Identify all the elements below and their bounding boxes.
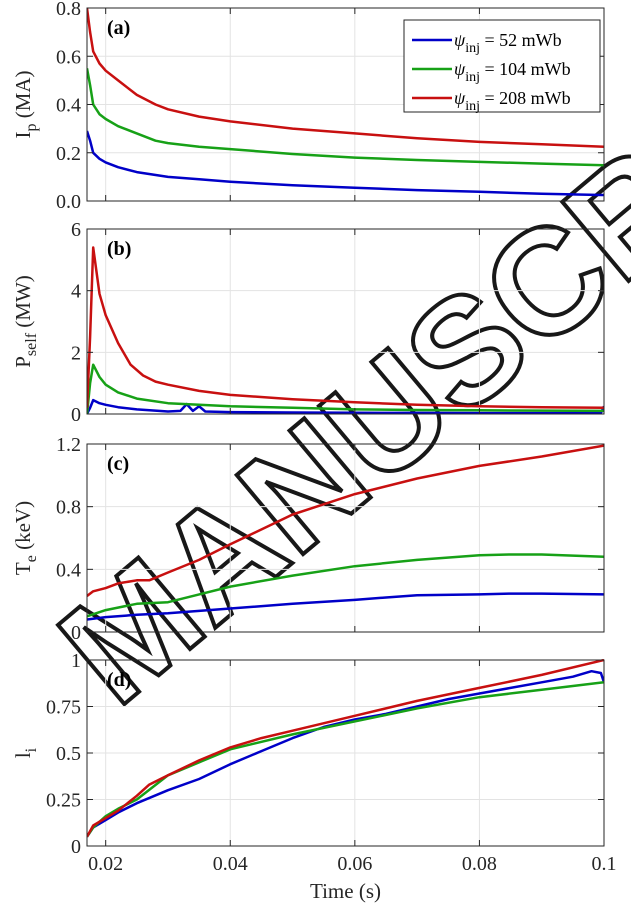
y-tick-label-1: 0.25 bbox=[46, 790, 81, 812]
series-line-2 bbox=[87, 363, 604, 415]
series-line-1 bbox=[87, 398, 604, 415]
series-line-3 bbox=[87, 246, 604, 410]
panel-3: 0 0.4 0.8 1.2 Te (keV) (c) bbox=[11, 434, 605, 644]
x-axis-label: Time (s) bbox=[310, 879, 381, 903]
y-tick-label-2: 0.8 bbox=[56, 497, 81, 519]
y-tick-label-1: 0.2 bbox=[56, 143, 81, 165]
y-tick-label-3: 0.75 bbox=[46, 697, 81, 719]
series-line-2 bbox=[87, 68, 604, 167]
panel-2: 0 2 4 6 Pself (MW) (b) bbox=[11, 219, 605, 426]
panel-label: (a) bbox=[107, 17, 130, 39]
panel-label: (d) bbox=[107, 669, 131, 691]
panels: 0.00.20.40.60.8Ip (MA)(a)ψinj = 52 mWbψi… bbox=[11, 0, 617, 903]
y-axis-label: li bbox=[11, 747, 40, 758]
series-line-3 bbox=[87, 444, 604, 597]
x-tick-label-4: 0.1 bbox=[592, 853, 617, 875]
y-tick-label-2: 0.4 bbox=[56, 95, 81, 117]
y-tick-label-1: 0.4 bbox=[56, 559, 81, 581]
y-tick-label-2: 0.5 bbox=[56, 743, 81, 765]
series-line-3 bbox=[87, 7, 604, 148]
axes-box bbox=[86, 443, 605, 633]
y-axis-label: Te (keV) bbox=[11, 501, 40, 575]
y-tick-label-2: 4 bbox=[71, 281, 81, 303]
panel-label: (b) bbox=[107, 238, 131, 260]
panel-1: 0.00.20.40.60.8Ip (MA)(a)ψinj = 52 mWbψi… bbox=[11, 0, 605, 213]
y-tick-label-0: 0.0 bbox=[56, 191, 81, 213]
x-tick-label-2: 0.06 bbox=[337, 853, 372, 875]
legend-label-3: ψinj = 208 mWb bbox=[454, 88, 571, 114]
y-tick-label-1: 2 bbox=[71, 342, 81, 364]
legend-box bbox=[403, 19, 601, 113]
x-tick-label-0: 0.02 bbox=[88, 853, 123, 875]
y-tick-label-3: 6 bbox=[71, 219, 81, 241]
y-tick-label-4: 1 bbox=[71, 650, 81, 672]
axes-box bbox=[86, 228, 605, 415]
y-tick-label-0: 0 bbox=[71, 836, 81, 858]
panel-4: 0 0.25 0.5 0.75 1 li (d) 0.02 0.04 0.06 0.08 0.1 Tim… bbox=[11, 650, 617, 903]
y-tick-label-0: 0 bbox=[71, 622, 81, 644]
legend-label-1: ψinj = 52 mWb bbox=[454, 30, 562, 56]
series-line-1 bbox=[87, 592, 604, 621]
y-tick-label-0: 0 bbox=[71, 404, 81, 426]
legend: ψinj = 52 mWb ψinj = 104 mWb ψinj = 208 mW… bbox=[403, 19, 601, 114]
legend-label-2: ψinj = 104 mWb bbox=[454, 59, 571, 85]
y-tick-label-3: 1.2 bbox=[56, 434, 81, 456]
y-axis-label: Ip (MA) bbox=[11, 70, 40, 138]
series-line-2 bbox=[87, 553, 604, 618]
series-line-1 bbox=[87, 130, 604, 197]
y-tick-label-4: 0.8 bbox=[56, 0, 81, 20]
y-tick-label-3: 0.6 bbox=[56, 46, 81, 68]
panel-label: (c) bbox=[107, 453, 129, 475]
series-line-2 bbox=[87, 681, 604, 838]
y-axis-label: Pself (MW) bbox=[11, 275, 40, 368]
x-tick-label-1: 0.04 bbox=[213, 853, 248, 875]
x-tick-label-3: 0.08 bbox=[462, 853, 497, 875]
series-line-1 bbox=[87, 669, 604, 838]
series-line-3 bbox=[87, 659, 604, 838]
